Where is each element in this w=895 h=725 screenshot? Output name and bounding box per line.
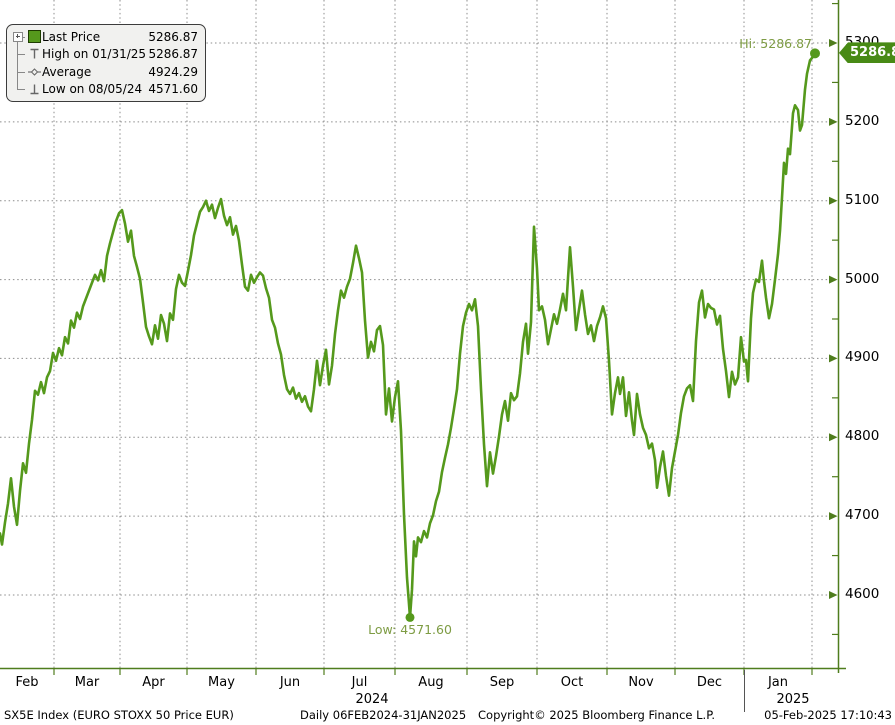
price-chart-plot[interactable] [0,0,895,700]
y-axis-tick-arrow [829,433,838,442]
footer-period: Daily 06FEB2024-31JAN2025 [300,708,467,722]
legend-label: Low on 08/05/24 [42,82,143,97]
year-divider-line [744,670,745,712]
legend-row-last-price[interactable]: Last Price 5286.87 [12,28,198,46]
chart-legend: Last Price 5286.87 High on 01/31/25 5286… [6,24,206,102]
legend-row-average[interactable]: Average 4924.29 [12,63,198,81]
y-axis-tick-arrow [829,196,838,205]
last-price-badge: 5286.87 [839,42,895,64]
y-axis-tick-arrow [829,39,838,47]
price-line-series [0,52,817,619]
legend-value: 4924.29 [148,64,198,79]
legend-label: High on 01/31/25 [42,47,147,62]
low-annotation: Low: 4571.60 [368,622,452,638]
y-axis-tick-arrow [829,354,838,363]
y-axis-tick-arrow [829,512,838,521]
legend-label: Average [42,64,92,79]
legend-value: 5286.87 [148,47,199,62]
low-point-marker [405,612,415,622]
high-marker-icon [26,48,42,60]
legend-value: 4571.60 [148,82,198,97]
legend-tree-line [17,41,18,90]
legend-row-high[interactable]: High on 01/31/25 5286.87 [12,46,198,64]
line-swatch-icon [26,30,42,44]
footer-instrument: SX5E Index (EURO STOXX 50 Price EUR) [4,708,234,722]
low-marker-icon [26,83,42,95]
tree-expander-icon[interactable] [13,31,23,42]
footer-timestamp: 05-Feb-2025 17:10:43 [764,708,892,722]
last-point-marker [810,48,820,59]
y-axis-tick-arrow [829,590,838,599]
y-axis-tick-arrow [829,275,838,284]
legend-value: 5286.87 [148,29,198,44]
footer-copyright: Copyright© 2025 Bloomberg Finance L.P. [478,708,715,722]
y-axis-tick-arrow [829,117,838,126]
legend-tree-gutter [12,31,26,42]
legend-row-low[interactable]: Low on 08/05/24 4571.60 [12,81,198,99]
legend-label: Last Price [42,29,101,44]
high-annotation: Hi: 5286.87 [739,36,812,52]
average-marker-icon [26,66,42,78]
footer-bar: SX5E Index (EURO STOXX 50 Price EUR) Dai… [0,705,895,725]
